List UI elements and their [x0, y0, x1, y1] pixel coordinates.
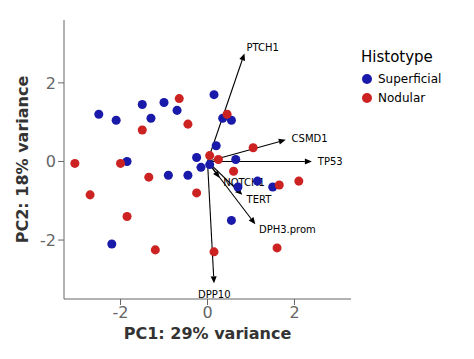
svg-text:TERT: TERT [246, 194, 273, 205]
svg-text:DPH3.prom: DPH3.prom [259, 224, 316, 235]
svg-text:PC1: 29% variance: PC1: 29% variance [124, 324, 292, 343]
svg-text:PTCH1: PTCH1 [246, 42, 278, 53]
svg-text:0: 0 [202, 303, 212, 322]
svg-text:-2: -2 [113, 303, 129, 322]
svg-text:NOTCH1: NOTCH1 [223, 177, 265, 189]
svg-text:TP53: TP53 [317, 156, 343, 167]
html-text:Superficial: Superficial [378, 72, 442, 86]
svg-text:PC2: 18% variance: PC2: 18% variance [13, 76, 32, 244]
svg-text:0: 0 [46, 152, 56, 171]
svg-text:DPP10: DPP10 [198, 289, 231, 300]
html-text:Nodular: Nodular [378, 91, 426, 105]
svg-text:2: 2 [46, 74, 56, 93]
svg-text:2: 2 [289, 303, 299, 322]
svg-text:-2: -2 [40, 231, 56, 250]
svg-text:CSMD1: CSMD1 [292, 133, 328, 144]
html-text:Histotype: Histotype [361, 48, 433, 66]
